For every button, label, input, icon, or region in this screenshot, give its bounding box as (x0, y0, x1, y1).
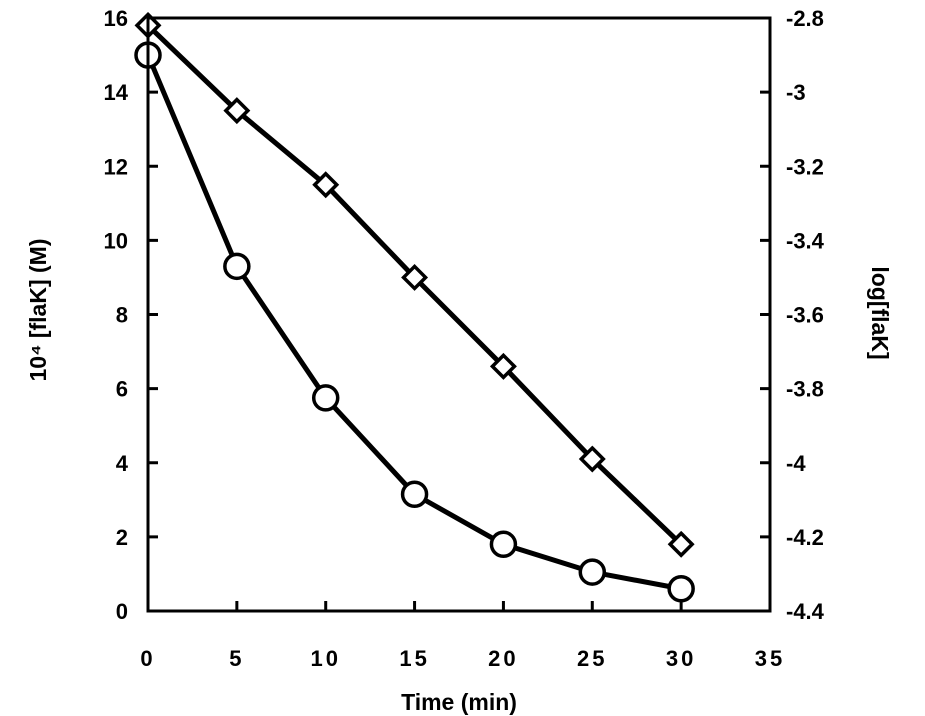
diamond-marker (667, 530, 695, 558)
y-left-tick-label: 8 (116, 303, 128, 328)
x-tick-label: 25 (577, 646, 607, 671)
circle-marker (400, 480, 429, 509)
x-tick-label: 10 (310, 646, 340, 671)
y-right-tick-label: -3.2 (786, 154, 824, 179)
x-tick-label: 35 (755, 646, 785, 671)
y-right-tick-label: -4 (786, 451, 806, 476)
circle-marker (223, 252, 251, 281)
x-tick-label: 30 (666, 646, 696, 671)
left-axis-title: 10⁴ [flaK] (M) (25, 239, 51, 382)
y-left-tick-label: 0 (116, 599, 128, 624)
diamond-marker (223, 97, 251, 125)
y-left-tick-label: 14 (104, 80, 129, 105)
y-right-tick-label: -3.8 (786, 377, 824, 402)
circle-marker (667, 575, 695, 603)
y-right-tick-label: -2.8 (786, 6, 824, 31)
markers-layer (134, 11, 695, 603)
x-tick-label: 20 (488, 646, 518, 671)
labels-layer: 0 5 10 15 20 25 30 35 0 2 4 6 8 10 12 14 16 -4.4 -4.2 -4 -3.… (104, 6, 825, 671)
diamond-marker (401, 263, 429, 291)
y-right-tick-label: -4.2 (786, 525, 824, 550)
series-1-line (145, 54, 682, 592)
x-axis-title: Time (min) (401, 689, 517, 715)
y-right-tick-label: -3 (786, 80, 806, 105)
x-tick-label: 0 (140, 646, 155, 671)
diamond-marker (312, 171, 340, 199)
y-left-tick-label: 16 (104, 6, 128, 31)
y-right-tick-label: -3.6 (786, 303, 824, 328)
y-left-tick-label: 2 (116, 525, 128, 550)
diamond-marker (578, 445, 606, 473)
y-right-tick-label: -3.4 (786, 228, 825, 253)
diamond-marker (489, 352, 517, 380)
y-left-tick-label: 4 (116, 451, 129, 476)
y-right-tick-label: -4.4 (786, 599, 825, 624)
circle-marker (311, 384, 340, 412)
x-tick-label: 15 (399, 646, 429, 671)
x-tick-label: 5 (229, 646, 244, 671)
y-left-tick-label: 10 (104, 228, 128, 253)
y-left-tick-label: 6 (116, 377, 128, 402)
right-axis-title: log[flaK] (867, 266, 893, 359)
plot-frame (146, 16, 772, 613)
y-left-tick-label: 12 (104, 154, 128, 179)
circle-marker (578, 558, 607, 586)
circle-marker (489, 530, 518, 559)
